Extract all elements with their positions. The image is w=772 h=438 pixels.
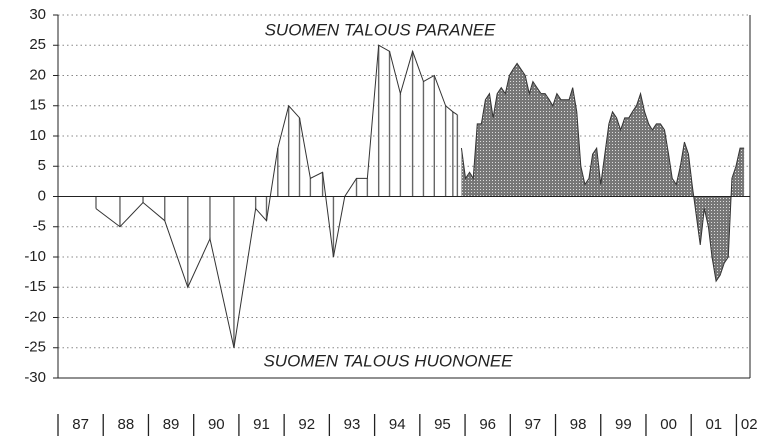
y-tick-label: 25 (29, 36, 46, 53)
x-tick-label: 97 (525, 416, 542, 433)
x-tick-label: 89 (163, 416, 180, 433)
y-tick-label: 5 (38, 157, 46, 174)
x-tick-label: 01 (705, 416, 722, 433)
y-tick-label: 30 (29, 6, 46, 23)
x-tick-label: 87 (72, 416, 89, 433)
x-tick-label: 96 (479, 416, 496, 433)
y-tick-label: 0 (38, 187, 46, 204)
annotation-top: SUOMEN TALOUS PARANEE (265, 20, 496, 39)
x-tick-label: 95 (434, 416, 451, 433)
x-tick-label: 90 (208, 416, 225, 433)
y-tick-label: -30 (24, 369, 46, 386)
annotation-bottom: SUOMEN TALOUS HUONONEE (263, 351, 513, 370)
x-tick-label: 94 (389, 416, 406, 433)
y-tick-label: -10 (24, 248, 46, 265)
x-tick-label: 88 (117, 416, 134, 433)
x-tick-label: 91 (253, 416, 270, 433)
line (460, 62, 745, 283)
x-tick-label: 98 (570, 416, 587, 433)
y-tick-label: -20 (24, 308, 46, 325)
y-tick-label: -5 (33, 218, 46, 235)
y-tick-label: 15 (29, 97, 46, 114)
line (95, 44, 458, 348)
x-tick-label: 02 (741, 416, 758, 433)
x-tick-label: 92 (298, 416, 315, 433)
y-tick-label: 10 (29, 127, 46, 144)
y-tick-label: -25 (24, 339, 46, 356)
y-tick-label: 20 (29, 66, 46, 83)
x-tick-label: 93 (344, 416, 361, 433)
x-tick-label: 00 (660, 416, 677, 433)
y-tick-label: -15 (24, 278, 46, 295)
x-tick-label: 99 (615, 416, 632, 433)
